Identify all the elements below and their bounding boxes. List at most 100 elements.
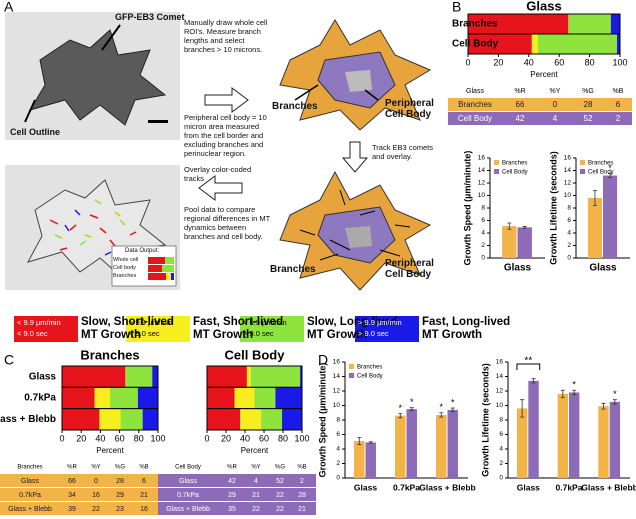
- table-cell: 66: [68, 478, 76, 485]
- x-tick-label: 0: [465, 57, 470, 67]
- x-tick-label: 40: [524, 57, 534, 67]
- table-header: %G: [582, 88, 594, 95]
- x-tick-label: 100: [150, 433, 165, 443]
- region-label: Branches: [272, 101, 318, 112]
- table-header: %B: [297, 465, 306, 471]
- y-tick-label: 14: [333, 373, 341, 380]
- arrows: [198, 87, 369, 201]
- bar-segment: [137, 387, 158, 409]
- y-tick-label: 4: [336, 446, 340, 453]
- table-header: %Y: [550, 88, 561, 95]
- bar-segment: [261, 408, 283, 430]
- y-tick-label: 14: [496, 373, 504, 380]
- bar-segment: [99, 408, 121, 430]
- class-name: Fast, Long-lived MT Growth: [422, 316, 511, 341]
- class-criteria: < 9.9 µm/min: [243, 318, 287, 327]
- table-row: [158, 488, 316, 501]
- table-cell: 28: [116, 478, 124, 485]
- y-tick-label: 0: [336, 475, 340, 482]
- panel-label: B: [452, 0, 461, 15]
- legend-label: Cell Body: [502, 170, 528, 176]
- table-cell: 21: [140, 492, 148, 499]
- table-header: %Y: [91, 465, 100, 471]
- x-tick-label: 60: [115, 433, 125, 443]
- error-bar: [572, 389, 577, 396]
- panel-label: A: [4, 0, 14, 15]
- table-cell: 16: [140, 506, 148, 513]
- table-cell: 28: [298, 492, 306, 499]
- category-label: Glass: [29, 371, 57, 382]
- significance-mark: *: [440, 402, 444, 412]
- bar-segment: [94, 387, 110, 409]
- error-bar: [531, 378, 536, 384]
- bar-segment: [62, 366, 126, 388]
- bar-segment: [468, 34, 532, 54]
- step-text: Peripheral cell body = 10 micron area me…: [184, 113, 267, 158]
- table-cell: Glass: [21, 478, 39, 485]
- bar-segment: [120, 408, 143, 430]
- y-tick-label: 16: [496, 359, 504, 366]
- legend-swatch: [494, 169, 499, 174]
- legend-label: Cell Body: [588, 170, 614, 176]
- category-label: 0.7kPa: [556, 482, 583, 492]
- x-axis-label: Percent: [241, 446, 269, 455]
- y-tick-label: 2: [567, 242, 571, 249]
- bar-segment: [250, 366, 301, 388]
- table-cell: 29: [116, 492, 124, 499]
- bar: [502, 226, 517, 258]
- class-criteria: < 9.0 sec: [129, 329, 160, 338]
- y-tick-label: 6: [481, 217, 485, 224]
- legend-label: Cell Body: [357, 374, 383, 380]
- y-tick-label: 12: [333, 388, 341, 395]
- table-row: [0, 488, 158, 501]
- table-cell: 29: [228, 492, 236, 499]
- bar-segment: [142, 408, 158, 430]
- bar-segment: [616, 34, 620, 54]
- x-tick-label: 100: [294, 433, 309, 443]
- bar: [528, 380, 539, 478]
- step-text: Manually draw whole cell ROI's. Measure …: [184, 18, 268, 54]
- y-tick-label: 10: [478, 192, 486, 199]
- error-bar: [450, 407, 455, 413]
- y-tick-label: 14: [564, 167, 572, 174]
- y-tick-label: 16: [564, 155, 572, 162]
- x-tick-label: 0: [204, 433, 209, 443]
- y-tick-label: 2: [336, 460, 340, 467]
- category-label: Glass: [354, 482, 377, 492]
- table-header: %R: [67, 465, 77, 471]
- outline-label: Cell Outline: [10, 127, 61, 137]
- bar-segment: [207, 366, 247, 388]
- class-criteria: < 9.9 µm/min: [17, 318, 61, 327]
- y-tick-label: 4: [567, 230, 571, 237]
- table-cell: Glass + Blebb: [8, 506, 52, 513]
- x-axis-label: Percent: [96, 446, 124, 455]
- bar-segment: [62, 387, 95, 409]
- table-cell: 2: [616, 114, 621, 123]
- y-tick-label: 8: [567, 205, 571, 212]
- y-tick-label: 12: [496, 388, 504, 395]
- chart-title: Glass: [526, 0, 561, 13]
- y-tick-label: 0: [499, 475, 503, 482]
- bar: [436, 414, 447, 478]
- class-name: Slow, Long-lived MT Growth: [307, 316, 398, 341]
- error-bar: [368, 441, 373, 444]
- error-bar: [522, 226, 527, 229]
- output-row: Cell body: [113, 265, 136, 271]
- table-cell: 21: [252, 492, 260, 499]
- error-bar: [560, 389, 565, 398]
- table-cell: 22: [276, 506, 284, 513]
- bar: [598, 406, 609, 478]
- category-label: Glass: [589, 263, 617, 274]
- bar-segment: [62, 408, 100, 430]
- x-tick-label: 40: [95, 433, 105, 443]
- comet-label: GFP-EB3 Comet: [115, 12, 185, 22]
- table-cell: 21: [298, 506, 306, 513]
- table-header: %Y: [251, 465, 260, 471]
- table-cell: 0.7kPa: [177, 492, 199, 499]
- error-bar: [592, 190, 597, 206]
- table-cell: 52: [584, 114, 593, 123]
- panel-label: C: [4, 352, 14, 368]
- x-tick-label: 60: [554, 57, 564, 67]
